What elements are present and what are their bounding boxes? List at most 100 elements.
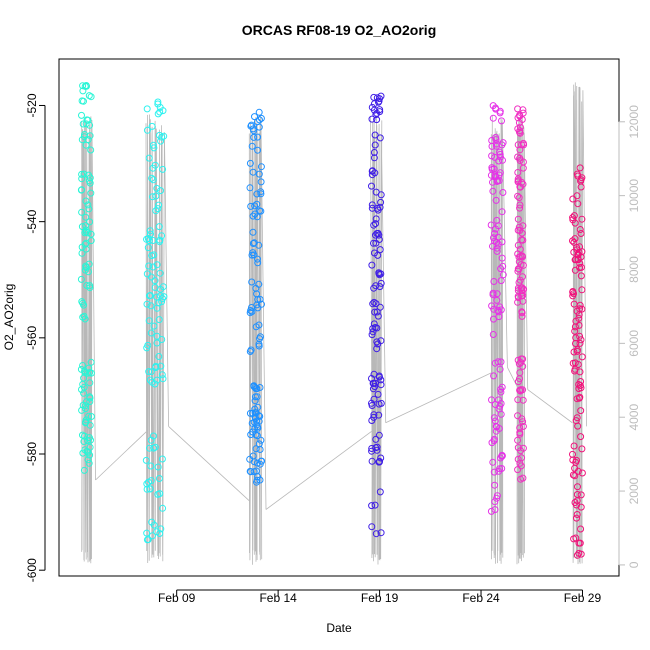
data-point xyxy=(144,244,152,252)
data-point xyxy=(496,402,504,410)
data-point xyxy=(153,184,161,192)
data-point xyxy=(154,463,162,471)
data-point xyxy=(489,458,497,466)
data-point xyxy=(499,262,507,270)
data-point xyxy=(489,187,497,195)
data-point xyxy=(490,437,498,445)
data-point xyxy=(573,497,581,505)
y2-axis: 0 2000 4000 6000 8000 10000 12000 xyxy=(618,105,641,568)
data-point xyxy=(487,221,495,229)
data-point xyxy=(570,442,578,450)
data-point xyxy=(253,118,261,126)
data-point xyxy=(368,523,376,531)
data-point xyxy=(150,444,158,452)
data-point xyxy=(253,393,261,401)
data-point xyxy=(85,459,93,467)
data-point xyxy=(488,152,496,160)
data-point xyxy=(577,433,585,441)
data-point xyxy=(578,248,586,256)
data-point xyxy=(490,165,498,173)
data-point xyxy=(372,282,380,290)
data-point xyxy=(490,372,498,380)
data-point xyxy=(492,136,500,144)
data-point xyxy=(82,262,90,270)
y-tick-label: -580 xyxy=(25,442,39,466)
data-point xyxy=(574,422,582,430)
data-point xyxy=(572,334,580,342)
data-point xyxy=(372,220,379,228)
y-tick-label: -520 xyxy=(25,93,39,117)
data-point xyxy=(77,275,85,283)
data-point xyxy=(153,339,161,347)
data-point xyxy=(249,228,257,236)
data-point xyxy=(519,297,527,305)
data-point xyxy=(248,251,256,259)
data-point xyxy=(149,176,157,184)
data-point xyxy=(86,174,94,182)
data-point xyxy=(578,469,586,477)
data-point xyxy=(152,192,160,200)
data-point xyxy=(253,213,261,221)
data-point xyxy=(496,150,504,158)
data-point xyxy=(371,131,379,139)
data-point xyxy=(569,450,576,458)
data-point xyxy=(516,430,524,438)
data-point xyxy=(152,207,160,215)
data-point xyxy=(497,385,505,393)
data-point xyxy=(491,481,499,489)
data-point xyxy=(577,177,585,185)
data-point xyxy=(373,308,381,316)
data-point xyxy=(519,139,527,147)
data-point xyxy=(375,98,382,106)
ferry-connector xyxy=(95,431,147,481)
x-tick-label: Feb 19 xyxy=(361,591,399,605)
y2-tick-label: 4000 xyxy=(627,404,641,431)
data-point xyxy=(498,208,506,216)
data-point xyxy=(145,262,153,270)
data-point xyxy=(518,141,525,149)
ferry-connector xyxy=(527,389,573,424)
data-point xyxy=(151,277,159,285)
data-point xyxy=(575,321,583,329)
data-point xyxy=(574,200,582,208)
data-point xyxy=(143,529,151,537)
data-point xyxy=(573,514,580,522)
data-point xyxy=(153,261,161,269)
data-point xyxy=(252,323,260,331)
data-point xyxy=(155,316,163,324)
data-point xyxy=(146,292,153,300)
y2-tick-label: 10000 xyxy=(627,179,641,213)
ferry-connector xyxy=(168,426,250,502)
data-point xyxy=(369,167,376,175)
data-point xyxy=(514,294,522,302)
data-point xyxy=(490,315,497,323)
data-point xyxy=(514,444,522,452)
data-point xyxy=(153,293,161,301)
y-tick-label: -600 xyxy=(25,558,39,582)
data-point xyxy=(372,188,380,196)
data-point xyxy=(82,245,90,253)
data-point xyxy=(574,255,582,263)
altitude-trace xyxy=(490,115,508,564)
data-point xyxy=(515,279,523,286)
data-point xyxy=(375,236,383,243)
data-point xyxy=(516,127,524,135)
data-point xyxy=(78,249,86,257)
data-point xyxy=(252,284,260,292)
data-point xyxy=(493,247,501,255)
data-point xyxy=(78,170,86,178)
data-point xyxy=(374,312,382,320)
data-point xyxy=(496,107,504,115)
data-point xyxy=(490,414,498,422)
data-point xyxy=(80,438,88,445)
data-point xyxy=(82,398,90,406)
data-point xyxy=(493,290,501,298)
data-point xyxy=(154,490,162,498)
x-axis-label: Date xyxy=(326,621,352,635)
data-point xyxy=(569,471,577,479)
data-point xyxy=(155,475,163,482)
data-point xyxy=(489,102,497,110)
data-point xyxy=(147,230,154,238)
y-axis-label: O2_AO2orig xyxy=(2,284,16,351)
data-point xyxy=(143,480,151,488)
